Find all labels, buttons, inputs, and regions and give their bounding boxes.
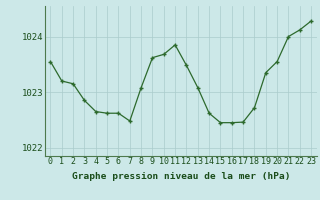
X-axis label: Graphe pression niveau de la mer (hPa): Graphe pression niveau de la mer (hPa): [72, 172, 290, 181]
